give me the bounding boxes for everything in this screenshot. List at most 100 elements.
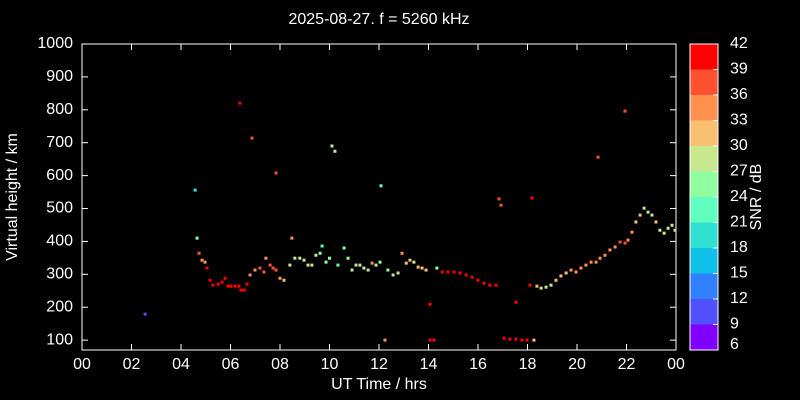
point (239, 288, 243, 292)
point (539, 286, 543, 290)
x-tick-label: 06 (222, 356, 240, 373)
x-tick-label: 16 (469, 356, 487, 373)
point (412, 260, 416, 264)
colorbar-tick-label: 15 (730, 265, 748, 282)
colorbar-segment (690, 197, 718, 223)
point (428, 338, 432, 342)
point (594, 260, 598, 264)
point (333, 149, 337, 153)
point (350, 268, 354, 272)
point (346, 256, 350, 260)
colorbar-tick-label: 9 (730, 316, 739, 333)
point (532, 338, 536, 342)
point (274, 171, 278, 175)
point (342, 246, 346, 250)
point (470, 275, 474, 279)
point (362, 266, 366, 270)
colorbar-label: SNR / dB (748, 164, 765, 231)
point (630, 230, 634, 234)
point (420, 266, 424, 270)
point (250, 136, 254, 140)
point (464, 273, 468, 277)
point (378, 260, 382, 264)
point (650, 213, 654, 217)
point (216, 282, 220, 286)
point (386, 268, 390, 272)
colorbar-segment (690, 299, 718, 325)
point (554, 278, 558, 282)
point (223, 276, 227, 280)
point (282, 278, 286, 282)
point (528, 283, 532, 287)
point (258, 266, 262, 270)
colorbar-segment (690, 146, 718, 172)
point (603, 253, 607, 257)
point (446, 270, 450, 274)
point (488, 283, 492, 287)
point (195, 236, 199, 240)
colorbar-segment (690, 69, 718, 95)
point (618, 240, 622, 244)
point (638, 213, 642, 217)
x-tick-label: 18 (519, 356, 537, 373)
point (666, 226, 670, 230)
point (416, 265, 420, 269)
point (396, 271, 400, 275)
colorbar-tick-label: 36 (730, 86, 748, 103)
x-tick-label: 04 (172, 356, 190, 373)
point (238, 101, 242, 105)
colorbar-segment (690, 324, 718, 350)
point (306, 263, 310, 267)
point (248, 273, 252, 277)
x-tick-label: 20 (568, 356, 586, 373)
point (404, 261, 408, 265)
point (237, 284, 241, 288)
point (658, 228, 662, 232)
point (514, 300, 518, 304)
colorbar-segment (690, 222, 718, 248)
chart-title: 2025-08-27. f = 5260 kHz (288, 11, 469, 28)
point (535, 284, 539, 288)
x-tick-label: 12 (370, 356, 388, 373)
point (435, 266, 439, 270)
point (253, 268, 257, 272)
point (226, 284, 230, 288)
point (520, 338, 524, 342)
colorbar-segment (690, 171, 718, 197)
point (525, 338, 529, 342)
point (634, 220, 638, 224)
point (646, 210, 650, 214)
point (193, 188, 197, 192)
point (320, 244, 324, 248)
point (642, 206, 646, 210)
point (200, 258, 204, 262)
point (302, 258, 306, 262)
colorbar-tick-label: 21 (730, 214, 748, 231)
point (288, 263, 292, 267)
colorbar-tick-label: 30 (730, 137, 748, 154)
point (400, 251, 404, 255)
point (203, 260, 207, 264)
point (274, 268, 278, 272)
colorbar-tick-label: 33 (730, 112, 748, 129)
point (383, 338, 387, 342)
point (584, 263, 588, 267)
point (564, 271, 568, 275)
colorbar-tick-label: 12 (730, 290, 748, 307)
point (233, 284, 237, 288)
x-tick-label: 10 (321, 356, 339, 373)
point (324, 260, 328, 264)
point (370, 261, 374, 265)
point (623, 109, 627, 113)
point (143, 312, 147, 316)
colorbar-segment (690, 248, 718, 274)
x-tick-label: 22 (618, 356, 636, 373)
x-tick-label: 00 (73, 356, 91, 373)
point (499, 203, 503, 207)
point (205, 266, 209, 270)
point (476, 278, 480, 282)
point (589, 260, 593, 264)
y-tick-label: 900 (46, 68, 73, 85)
point (424, 268, 428, 272)
